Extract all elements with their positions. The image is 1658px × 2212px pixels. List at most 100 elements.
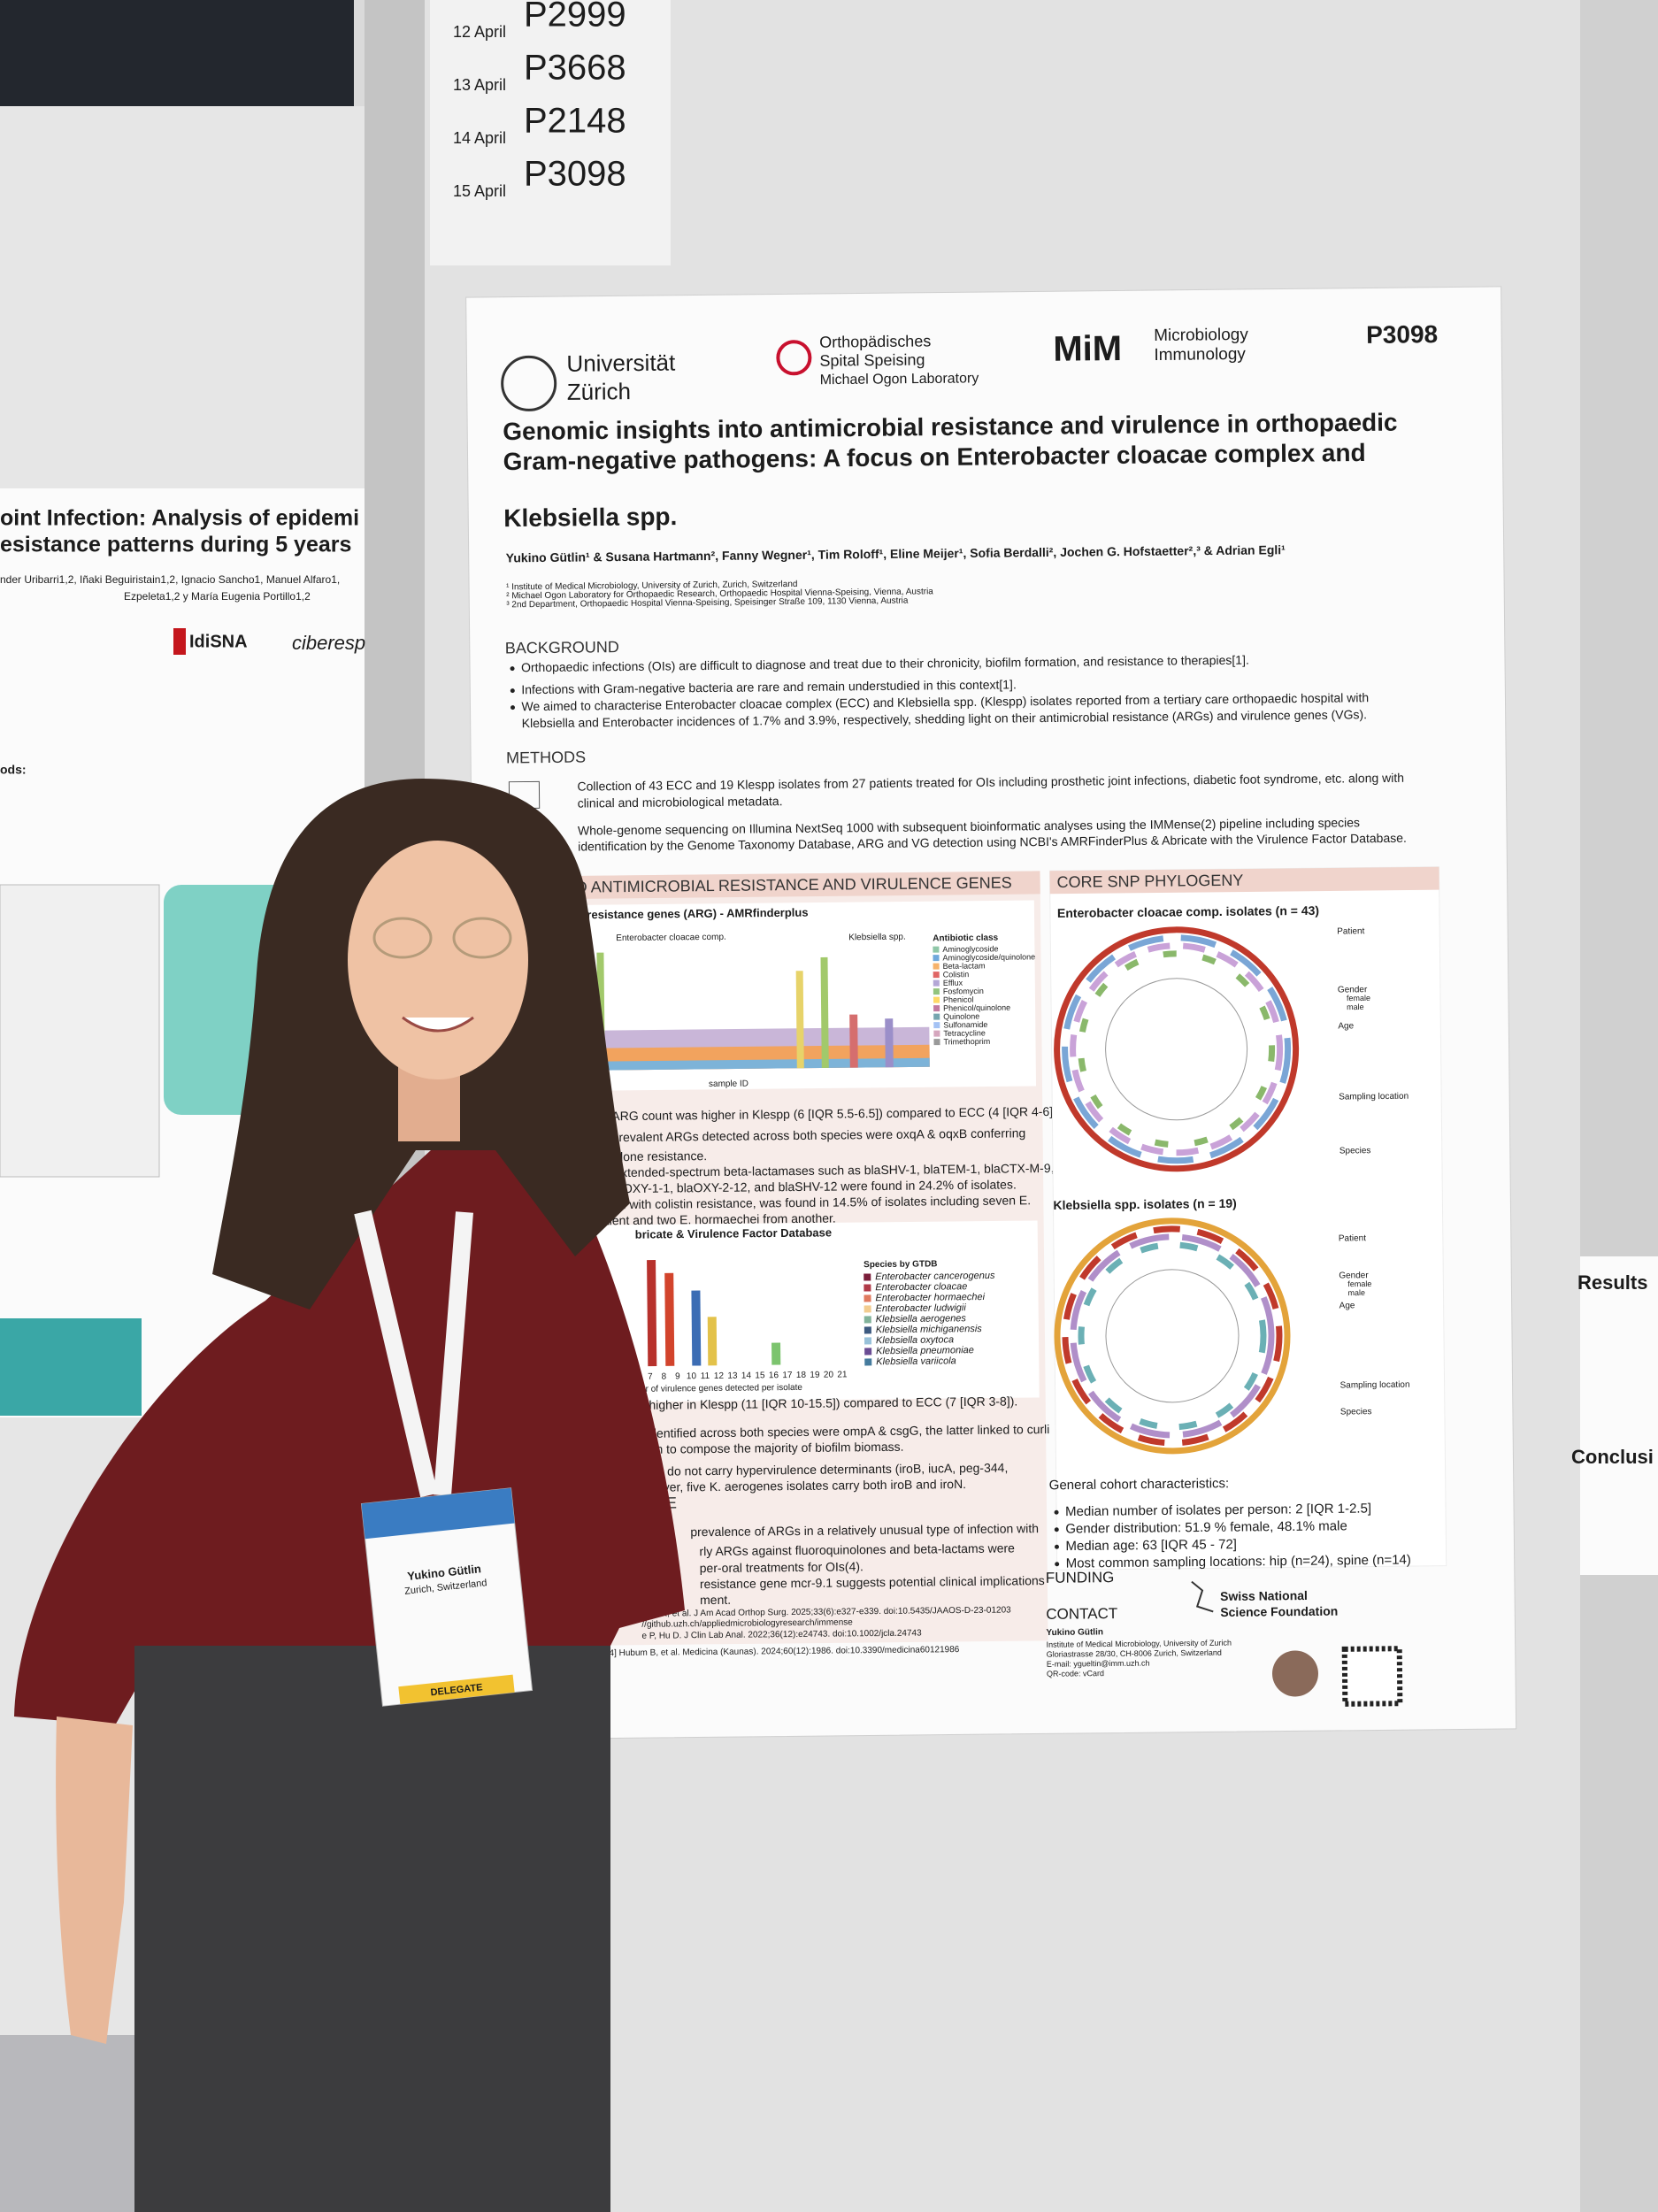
bullet <box>1055 1562 1060 1567</box>
legend-label: Klebsiella michiganensis <box>876 1324 982 1335</box>
legend-swatch <box>933 1039 940 1046</box>
left-logo: IdiSNA <box>189 632 248 651</box>
x-tick-label: 20 <box>824 1371 834 1380</box>
references: es MR, et al. J Am Acad Orthop Surg. 202… <box>607 1605 1012 1658</box>
ring <box>1070 942 1284 1156</box>
bar <box>771 1342 781 1365</box>
x-tick-label: 14 <box>741 1371 752 1380</box>
bar-band <box>557 1057 930 1071</box>
legend-label: male <box>1347 1288 1365 1297</box>
cohort-line: Median number of isolates per person: 2 … <box>1065 1501 1371 1519</box>
section-bar <box>1049 866 1439 895</box>
sponsor: Science Foundation <box>1220 1604 1338 1619</box>
legend-label: Beta-lactam <box>943 961 986 971</box>
legend-label: Species <box>1339 1146 1371 1156</box>
axis-label: sample ID <box>709 1079 748 1089</box>
affiliation: ³ 2nd Department, Orthopaedic Hospital V… <box>506 596 909 611</box>
legend-label: Species <box>1340 1407 1372 1417</box>
contact-name: Yukino Gütlin <box>1046 1627 1103 1638</box>
schedule-card <box>430 0 671 265</box>
contact-line: Gloriastrasse 28/30, CH-8006 Zurich, Swi… <box>1047 1648 1222 1659</box>
legend-label: Sampling location <box>1340 1380 1410 1391</box>
logo-text: Michael Ogon Laboratory <box>820 371 979 388</box>
result-line: wn to compose the majority of biofilm bi… <box>646 1440 903 1456</box>
logo-text: Spital Speising <box>819 350 925 369</box>
glasses <box>372 917 433 959</box>
section-heading: CONTACT <box>1046 1605 1117 1623</box>
result-line: tes do not carry hypervirulence determin… <box>647 1461 1008 1479</box>
legend-label: Enterobacter cloacae <box>875 1281 967 1293</box>
legend-label: Klebsiella pneumoniae <box>876 1345 974 1356</box>
x-tick-label: 7 <box>648 1372 653 1382</box>
result-line: ARG count was higher in Klespp (6 [IQR 5… <box>611 1104 1060 1123</box>
tree-title: Enterobacter cloacae comp. isolates (n =… <box>1057 903 1319 920</box>
affiliation: ¹ Institute of Medical Microbiology, Uni… <box>506 580 797 592</box>
x-tick-label: 15 <box>755 1371 765 1380</box>
right-section: Results <box>1577 1271 1647 1294</box>
legend-label: Colistin <box>943 970 970 979</box>
x-tick-label: 10 <box>687 1371 697 1381</box>
snsf-logo <box>1191 1580 1214 1613</box>
logo-text: Universität <box>566 349 676 377</box>
legend-label: Fosfomycin <box>943 987 984 995</box>
bullet <box>510 666 515 672</box>
smile <box>402 1016 474 1033</box>
result-line: ociated with colistin resistance, was fo… <box>586 1193 1031 1211</box>
legend-swatch <box>933 1022 940 1029</box>
legend-swatch <box>933 979 940 987</box>
legend-swatch <box>864 1316 871 1324</box>
x-tick-label: 21 <box>837 1370 848 1379</box>
chart-label: Enterobacter cloacae comp. <box>616 933 726 943</box>
axis-label: umber of virulence genes detected per is… <box>624 1383 803 1394</box>
conclusion-line: resistance gene mcr-9.1 suggests potenti… <box>700 1573 1045 1591</box>
ring <box>1078 950 1276 1148</box>
left-title: esistance patterns during 5 years <box>0 533 351 557</box>
legend-label: Enterobacter ludwigii <box>876 1302 967 1314</box>
result-line: prevalent ARGs detected across both spec… <box>612 1125 1026 1144</box>
chart-label: Klebsiella spp. <box>848 933 906 943</box>
legend-swatch <box>933 1005 940 1012</box>
dark-ceiling <box>0 0 354 106</box>
bar <box>664 1272 675 1366</box>
conclusion-line: rly ARGs against fluoroquinolones and be… <box>699 1540 1015 1558</box>
legend-swatch <box>864 1358 872 1366</box>
legend-label: female <box>1347 1279 1371 1288</box>
reference: e P, Hu D. J Clin Lab Anal. 2022;36(12):… <box>641 1628 922 1640</box>
bullet <box>510 705 516 710</box>
cohort-line: Median age: 63 [IQR 45 - 72] <box>1065 1537 1237 1554</box>
face <box>348 841 528 1079</box>
legend-title: Species by GTDB <box>864 1259 937 1270</box>
legend-swatch <box>864 1305 871 1313</box>
sponsor: Swiss National <box>1220 1588 1308 1603</box>
cohort-list: Median number of isolates per person: 2 … <box>1054 1501 1411 1571</box>
jeans <box>134 1646 610 2212</box>
legend-label: Phenicol <box>943 995 974 1004</box>
tree-title: Klebsiella spp. isolates (n = 19) <box>1053 1196 1237 1212</box>
x-tick-label: 19 <box>810 1371 820 1380</box>
legend-swatch <box>933 963 940 970</box>
uzh-seal <box>501 355 557 411</box>
legend-swatch <box>933 1013 940 1020</box>
ecc-tree <box>1054 926 1300 1172</box>
cohort-line: Gender distribution: 51.9 % female, 48.1… <box>1065 1518 1347 1536</box>
result-line: -15, blaOXY-1-1, blaOXY-2-12, and blaSHV… <box>581 1177 1017 1195</box>
logo-text: Zürich <box>567 378 632 405</box>
ring <box>1062 1225 1283 1447</box>
legend-swatch <box>933 988 940 995</box>
arg-bars <box>557 952 930 1071</box>
vf-bars <box>647 1259 781 1367</box>
legend-label: Tetracycline <box>943 1028 986 1037</box>
arm <box>56 1717 133 2044</box>
chart-title: microbial resistance genes (ARG) - AMRfi… <box>533 906 809 922</box>
left-title: oint Infection: Analysis of epidemi <box>0 506 359 531</box>
class-legend: AminoglycosideAminoglycoside/quinoloneBe… <box>933 944 1035 1046</box>
bullet <box>1054 1527 1059 1532</box>
legend-swatch <box>864 1294 871 1302</box>
legend-swatch <box>933 946 940 953</box>
bar <box>820 956 829 1069</box>
methods-line: clinical and microbiological metadata. <box>578 794 783 810</box>
badge-role-bar <box>398 1674 515 1705</box>
bar <box>885 1018 894 1068</box>
